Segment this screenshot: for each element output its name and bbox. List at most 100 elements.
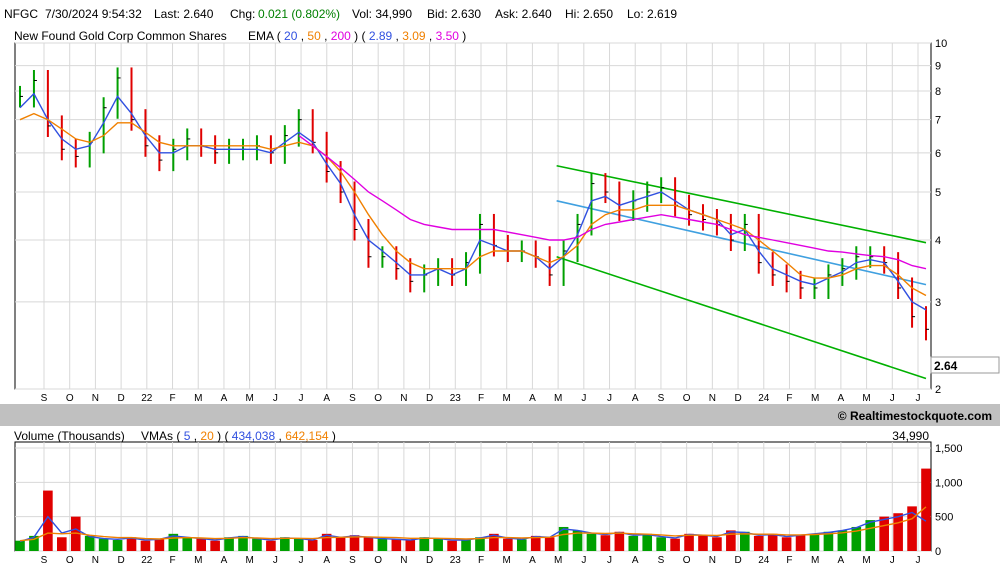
volume-bar [307, 540, 318, 551]
company-name: New Found Gold Corp Common Shares [14, 29, 227, 43]
volume-x-tick-label: J [299, 555, 304, 566]
volume-x-tick-label: J [916, 555, 921, 566]
price-x-tick-label: D [118, 393, 125, 404]
volume: Vol: 34,990 [352, 7, 413, 21]
price-x-tick-label: O [374, 393, 382, 404]
panel-separator [0, 404, 1000, 426]
channel-mid-line [556, 200, 927, 286]
price-y-tick-label: 8 [935, 86, 941, 98]
volume-bar [335, 537, 346, 551]
price-x-tick-label: M [554, 393, 562, 404]
volume-bar [391, 539, 402, 551]
vma-lines [19, 506, 927, 543]
volume-x-tick-label: 23 [450, 555, 462, 566]
price-plot-area [14, 42, 932, 390]
volume-y-tick-label: 1,000 [935, 477, 963, 489]
volume-bar [196, 538, 207, 551]
volume-bar [475, 537, 485, 551]
volume-y-tick-label: 0 [935, 546, 941, 558]
volume-bar [642, 533, 653, 551]
volume-bar [363, 537, 374, 551]
volume-x-tick-label: O [66, 555, 74, 566]
volume-x-tick-label: F [169, 555, 175, 566]
volume-title: Volume (Thousands) [14, 429, 125, 443]
volume-bar [781, 537, 792, 551]
ema-20-line [19, 92, 927, 311]
volume-bar [879, 516, 889, 551]
price-x-tick-label: S [658, 393, 665, 404]
volume-bar [907, 506, 917, 551]
volume-x-tick-label: D [734, 555, 741, 566]
volume-bar [726, 530, 736, 551]
channel-lower-line [556, 255, 927, 380]
volume-bar [29, 535, 39, 551]
volume-x-tick-label: N [92, 555, 99, 566]
price-x-tick-label: J [607, 393, 612, 404]
volume-bar [140, 540, 151, 551]
volume-bar [795, 535, 806, 551]
price-panel-title: New Found Gold Corp Common Shares [14, 29, 227, 43]
volume-x-tick-label: A [838, 555, 845, 566]
volume-x-tick-label: D [118, 555, 125, 566]
volume-bar [293, 538, 304, 551]
volume-bar [168, 533, 179, 551]
volume-bar [210, 540, 220, 551]
volume-bar [280, 537, 290, 551]
ema-label: EMA [248, 29, 274, 43]
volume-x-tick-label: A [221, 555, 228, 566]
price-x-tick-label: M [194, 393, 202, 404]
volume-x-tick-label: J [581, 555, 586, 566]
volume-bar [865, 520, 876, 551]
ema-period-200: 200 [331, 29, 351, 43]
price-y-tick-label: 2 [935, 384, 941, 396]
volume-bar [698, 535, 708, 551]
vma-period-5: 5 [184, 429, 191, 443]
volume-x-tick-label: S [41, 555, 48, 566]
change-label: Chg: [230, 7, 256, 21]
volume-x-tick-label: 24 [758, 555, 770, 566]
price-x-tick-label: 24 [758, 393, 770, 404]
volume-x-tick-label: F [478, 555, 484, 566]
volume-x-tick-label: M [194, 555, 202, 566]
price-x-tick-label: A [529, 393, 536, 404]
volume-x-tick-label: J [890, 555, 895, 566]
price-x-tick-label: A [323, 393, 330, 404]
volume-x-tick-label: S [658, 555, 665, 566]
price-x-tick-label: F [786, 393, 792, 404]
volume-bar [461, 540, 471, 551]
volume-bar [614, 531, 625, 551]
volume-x-tick-label: J [607, 555, 612, 566]
price-x-tick-label: M [503, 393, 511, 404]
price-x-tick-label: F [478, 393, 484, 404]
ema-value-200: 3.50 [436, 29, 460, 43]
price-x-tick-label: 22 [141, 393, 153, 404]
price-x-tick-label: J [273, 393, 278, 404]
volume-bar [224, 537, 234, 551]
price-x-tick-label: S [41, 393, 48, 404]
volume-bar [349, 535, 360, 551]
volume-x-tick-label: 22 [141, 555, 153, 566]
price-x-tick-label: M [811, 393, 819, 404]
vma-20-line [19, 506, 927, 542]
price-x-tick-label: O [66, 393, 74, 404]
volume-bar [893, 513, 903, 551]
last-price-tag-box [930, 356, 1000, 374]
volume-bar [252, 538, 262, 551]
volume-bar [126, 537, 137, 551]
low: Lo: 2.619 [627, 7, 678, 21]
volume-bar [98, 538, 109, 551]
volume-bar [43, 490, 53, 551]
volume-bar [628, 535, 639, 551]
vma-label: VMAs [141, 429, 173, 443]
vma-value-20: 642,154 [285, 429, 329, 443]
volume-bar [266, 540, 276, 551]
volume-bar [767, 533, 778, 551]
price-y-tick-label: 6 [935, 148, 941, 160]
price-y-tick-label: 4 [935, 235, 941, 247]
volume-x-tick-label: A [323, 555, 330, 566]
price-y-axis: 10 9 8 7 6 5 4 3 2 [935, 38, 947, 396]
volume-x-tick-label: M [245, 555, 253, 566]
volume-bar [823, 531, 834, 551]
volume-bar [516, 539, 527, 551]
